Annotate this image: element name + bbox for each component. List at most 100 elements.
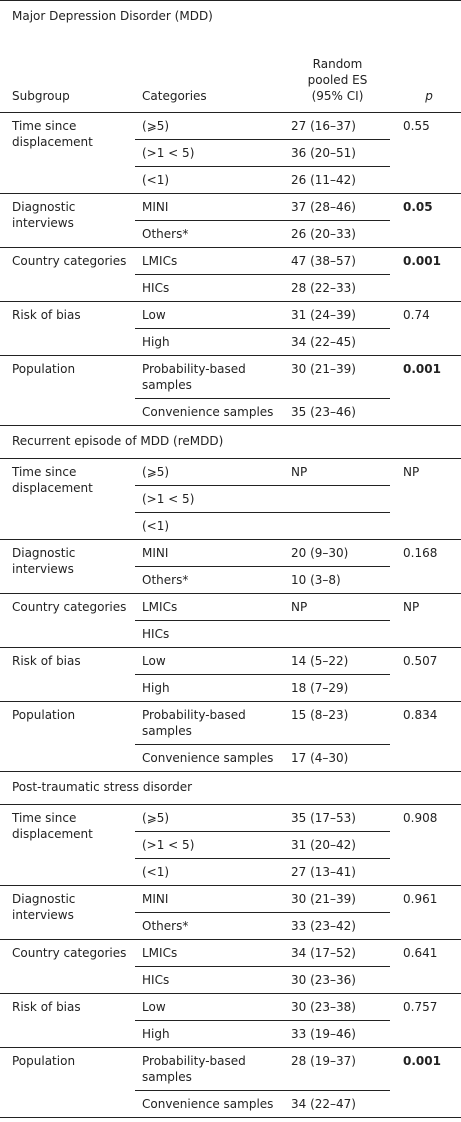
data-row: (<1) 26 (11–42) bbox=[0, 167, 461, 194]
category-cell: (⩾5) bbox=[135, 112, 285, 140]
category-cell: MINI bbox=[135, 539, 285, 567]
p-cell: 0.507 bbox=[390, 647, 461, 702]
es-cell: 34 (22–47) bbox=[291, 1097, 356, 1111]
es-cell: 35 (23–46) bbox=[291, 405, 356, 419]
p-cell: 0.55 bbox=[390, 112, 461, 194]
p-cell: 0.001 bbox=[390, 247, 461, 302]
data-row: Time since displacement (⩾5) NP NP bbox=[0, 458, 461, 540]
es-cell bbox=[285, 513, 390, 540]
data-row: Convenience samples 35 (23–46) bbox=[0, 399, 461, 426]
es-cell: 33 (23–42) bbox=[291, 919, 356, 933]
category-cell: High bbox=[142, 335, 170, 349]
p-cell: NP bbox=[390, 593, 461, 648]
header-row: Subgroup Categories Random pooled ES (95% … bbox=[0, 33, 461, 113]
category-cell: Probability-based samples bbox=[135, 1047, 285, 1091]
category-cell: Probability-based samples bbox=[135, 701, 285, 745]
data-row: Country categories LMICs NP NP bbox=[0, 593, 461, 648]
es-cell: 33 (19–46) bbox=[291, 1027, 356, 1041]
subgroup-cell: Risk of bias bbox=[0, 993, 135, 1048]
subgroup-cell: Diagnostic interviews bbox=[0, 193, 135, 248]
data-row: HICs bbox=[0, 621, 461, 648]
category-cell: HICs bbox=[142, 973, 170, 987]
category-cell: MINI bbox=[135, 885, 285, 913]
category-cell: Others* bbox=[142, 573, 189, 587]
section-row: Post-traumatic stress disorder bbox=[0, 771, 461, 805]
data-row: (>1 < 5) bbox=[0, 485, 461, 513]
category-cell: (<1) bbox=[142, 173, 170, 187]
es-cell: 26 (20–33) bbox=[291, 227, 356, 241]
p-cell: 0.641 bbox=[390, 939, 461, 994]
es-cell: 18 (7–29) bbox=[291, 681, 349, 695]
p-cell: 0.757 bbox=[390, 993, 461, 1048]
category-cell: (⩾5) bbox=[135, 458, 285, 486]
category-cell: LMICs bbox=[135, 593, 285, 621]
data-row: High 34 (22–45) bbox=[0, 329, 461, 356]
data-row: High 33 (19–46) bbox=[0, 1021, 461, 1048]
subgroup-cell: Population bbox=[0, 701, 135, 772]
data-row: HICs 28 (22–33) bbox=[0, 275, 461, 302]
p-cell: 0.908 bbox=[390, 804, 461, 886]
subgroup-cell: Time since displacement bbox=[0, 112, 135, 194]
category-cell: MINI bbox=[135, 193, 285, 221]
es-cell: 28 (19–37) bbox=[285, 1047, 390, 1091]
data-row: Others* 33 (23–42) bbox=[0, 913, 461, 940]
data-row: Convenience samples 34 (22–47) bbox=[0, 1091, 461, 1118]
data-row: Time since displacement (⩾5) 27 (16–37) 0.5… bbox=[0, 112, 461, 194]
p-cell: 0.001 bbox=[390, 355, 461, 426]
data-row: Diagnostic interviews MINI 20 (9–30) 0.168 bbox=[0, 539, 461, 594]
category-cell: Others* bbox=[142, 919, 189, 933]
subgroup-cell: Risk of bias bbox=[0, 301, 135, 356]
p-cell: 0.961 bbox=[390, 885, 461, 940]
data-row: HICs 30 (23–36) bbox=[0, 967, 461, 994]
category-cell: Low bbox=[135, 647, 285, 675]
category-cell: Others* bbox=[142, 227, 189, 241]
section-title: Post-traumatic stress disorder bbox=[0, 771, 461, 805]
data-row: Risk of bias Low 31 (24–39) 0.74 bbox=[0, 301, 461, 356]
data-row: Risk of bias Low 14 (5–22) 0.507 bbox=[0, 647, 461, 702]
data-row: Population Probability-based samples 28 (1… bbox=[0, 1047, 461, 1118]
header-cell: Categories bbox=[135, 33, 285, 113]
p-cell: 0.001 bbox=[390, 1047, 461, 1118]
data-row: Risk of bias Low 30 (23–38) 0.757 bbox=[0, 993, 461, 1048]
p-cell: 0.168 bbox=[390, 539, 461, 594]
category-cell: HICs bbox=[142, 281, 170, 295]
category-cell: Convenience samples bbox=[142, 751, 274, 765]
category-cell: Convenience samples bbox=[142, 405, 274, 419]
es-cell: 31 (20–42) bbox=[285, 831, 390, 859]
category-cell: (<1) bbox=[142, 519, 170, 533]
es-cell: 17 (4–30) bbox=[291, 751, 349, 765]
es-cell: NP bbox=[285, 593, 390, 621]
es-cell: 30 (23–36) bbox=[291, 973, 356, 987]
data-row: Others* 26 (20–33) bbox=[0, 221, 461, 248]
category-cell: (>1 < 5) bbox=[135, 831, 285, 859]
subgroup-cell: Diagnostic interviews bbox=[0, 885, 135, 940]
data-row: Country categories LMICs 34 (17–52) 0.641 bbox=[0, 939, 461, 994]
es-cell: 36 (20–51) bbox=[285, 139, 390, 167]
es-cell: NP bbox=[285, 458, 390, 486]
p-cell: 0.74 bbox=[390, 301, 461, 356]
subgroup-cell: Time since displacement bbox=[0, 804, 135, 886]
p-cell: 0.834 bbox=[390, 701, 461, 772]
es-cell: 35 (17–53) bbox=[285, 804, 390, 832]
section-title: Major Depression Disorder (MDD) bbox=[12, 9, 213, 23]
data-row: Others* 10 (3–8) bbox=[0, 567, 461, 594]
header-cell: p bbox=[390, 33, 461, 113]
section-row: Recurrent episode of MDD (reMDD) bbox=[0, 425, 461, 459]
es-cell: 20 (9–30) bbox=[285, 539, 390, 567]
data-row: (>1 < 5) 31 (20–42) bbox=[0, 831, 461, 859]
p-cell: NP bbox=[390, 458, 461, 540]
section-row: Major Depression Disorder (MDD) bbox=[0, 1, 461, 34]
category-cell: Convenience samples bbox=[142, 1097, 274, 1111]
subgroup-cell: Country categories bbox=[0, 939, 135, 994]
subgroup-cell: Time since displacement bbox=[0, 458, 135, 540]
subgroup-cell: Population bbox=[0, 355, 135, 426]
data-row: Diagnostic interviews MINI 30 (21–39) 0.961 bbox=[0, 885, 461, 940]
data-row: (<1) bbox=[0, 513, 461, 540]
data-row: Diagnostic interviews MINI 37 (28–46) 0.05 bbox=[0, 193, 461, 248]
p-cell: 0.05 bbox=[390, 193, 461, 248]
es-cell: 31 (24–39) bbox=[285, 301, 390, 329]
category-cell: (>1 < 5) bbox=[135, 139, 285, 167]
category-cell: LMICs bbox=[135, 247, 285, 275]
header-cell: Random pooled ES (95% CI) bbox=[285, 33, 390, 113]
